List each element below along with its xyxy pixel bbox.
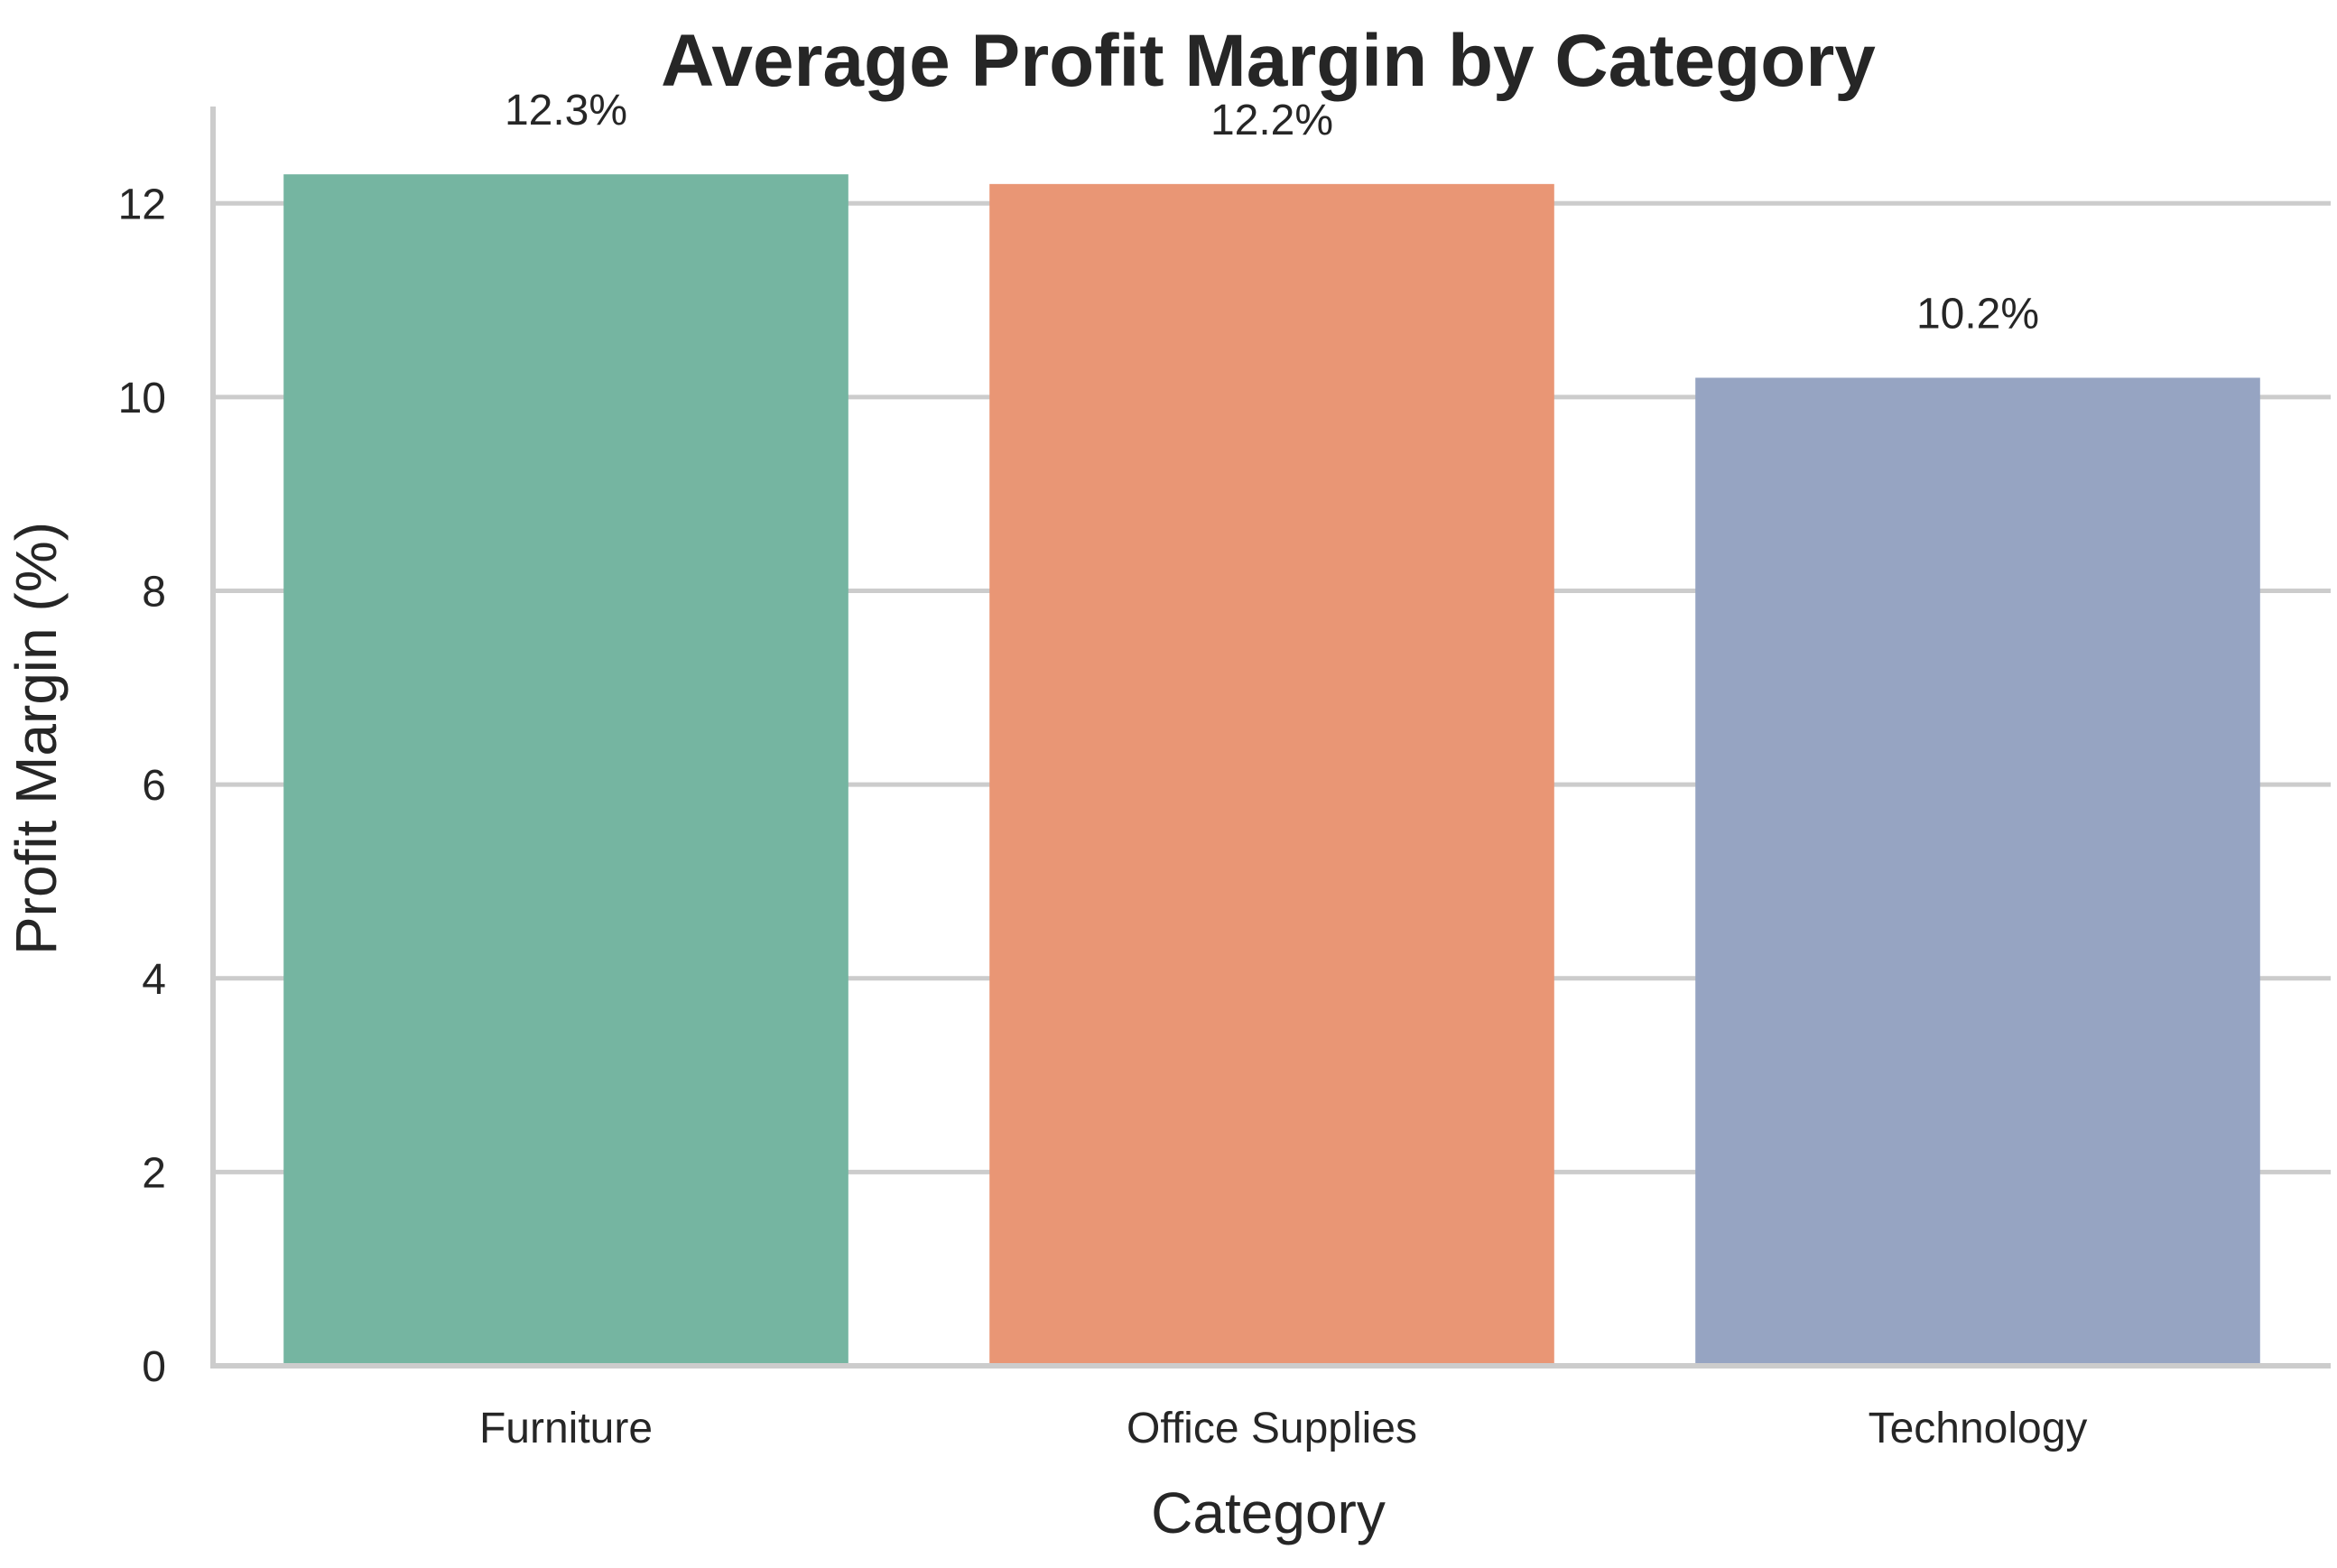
axes <box>210 107 2331 1369</box>
y-tick-label: 2 <box>142 1149 166 1197</box>
data-label: 12.3% <box>505 87 627 135</box>
y-tick-label: 8 <box>142 569 166 617</box>
x-tick-label: Technology <box>1869 1405 2088 1452</box>
x-axis-label: Category <box>1151 1480 1386 1545</box>
x-tick-labels: Furniture Office Supplies Technology <box>479 1405 2087 1452</box>
chart-title: Average Profit Margin by Category <box>661 20 1876 102</box>
x-tick-label: Office Supplies <box>1127 1405 1417 1452</box>
y-tick-label: 4 <box>142 956 166 1004</box>
bars <box>283 174 2260 1367</box>
data-label: 10.2% <box>1916 290 2039 338</box>
y-tick-labels: 0 2 4 6 8 10 12 <box>118 181 166 1391</box>
y-tick-label: 12 <box>118 181 166 228</box>
bar-office-supplies <box>989 183 1554 1366</box>
x-tick-label: Furniture <box>479 1405 653 1452</box>
bar-furniture <box>283 174 849 1367</box>
y-tick-label: 0 <box>142 1343 166 1391</box>
data-label: 12.2% <box>1210 97 1333 144</box>
y-tick-label: 6 <box>142 762 166 810</box>
y-tick-label: 10 <box>118 375 166 422</box>
data-labels: 12.3% 12.2% 10.2% <box>505 87 2039 338</box>
bar-technology <box>1695 377 2260 1366</box>
y-axis-label: Profit Margin (%) <box>4 522 69 955</box>
